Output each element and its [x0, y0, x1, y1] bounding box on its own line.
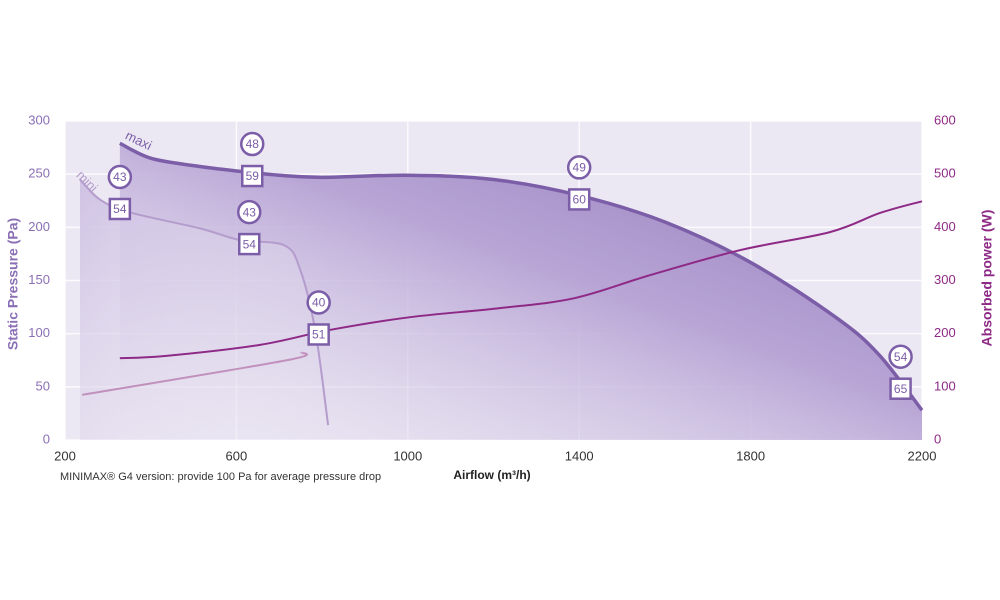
circle-label: 43 [113, 170, 127, 184]
y-tick-label: 200 [28, 219, 50, 234]
x-axis-title: Airflow (m³/h) [453, 468, 530, 482]
noise-circle [566, 155, 592, 180]
noise-circle [107, 164, 133, 190]
series-line [119, 141, 924, 412]
square-label: 60 [573, 193, 587, 207]
footnote: MINIMAX® G4 version: provide 100 Pa for … [60, 471, 381, 483]
noise-square [889, 377, 912, 400]
x-tick-label: 600 [226, 448, 248, 463]
square-label: 59 [246, 169, 260, 183]
circle-label: 49 [573, 161, 587, 175]
y-tick-label: 250 [28, 166, 50, 181]
circle-label: 48 [246, 137, 260, 151]
y-tick-label: 150 [28, 272, 50, 287]
y-tick-label: 100 [28, 325, 50, 340]
noise-square [238, 232, 261, 256]
y2-tick-label: 400 [934, 219, 956, 234]
noise-circle [240, 131, 265, 157]
noise-square [108, 197, 132, 221]
square-label: 54 [113, 202, 127, 216]
y2-axis-title: Absorbed power (W) [979, 210, 995, 347]
noise-square [307, 323, 330, 346]
area-1 [79, 179, 329, 440]
noise-square [567, 188, 591, 211]
noise-square [241, 164, 264, 188]
x-tick-label: 1800 [736, 448, 765, 463]
series-line [119, 200, 923, 360]
circle-label: 40 [312, 296, 326, 310]
series-line [81, 351, 309, 396]
noise-circle [237, 199, 262, 225]
y2-tick-label: 0 [934, 431, 941, 446]
y-tick-label: 50 [36, 378, 50, 393]
y-tick-label: 0 [43, 431, 50, 446]
circle-label: 54 [894, 350, 908, 364]
square-label: 65 [894, 382, 908, 396]
y2-tick-label: 100 [934, 378, 956, 393]
x-tick-label: 1400 [565, 448, 594, 463]
y2-tick-label: 300 [934, 272, 956, 287]
y2-tick-label: 200 [934, 325, 956, 340]
noise-circle [306, 290, 331, 315]
y2-tick-label: 600 [934, 112, 956, 127]
y2-tick-label: 500 [934, 166, 956, 181]
x-tick-label: 1000 [393, 448, 422, 463]
x-tick-label: 2200 [908, 448, 937, 463]
x-tick-label: 200 [54, 448, 76, 463]
square-label: 54 [243, 237, 257, 251]
square-label: 51 [312, 328, 326, 342]
y-tick-label: 300 [28, 112, 50, 127]
y-axis-title: Static Pressure (Pa) [5, 218, 21, 350]
noise-circle [888, 344, 913, 369]
circle-label: 43 [243, 205, 257, 219]
